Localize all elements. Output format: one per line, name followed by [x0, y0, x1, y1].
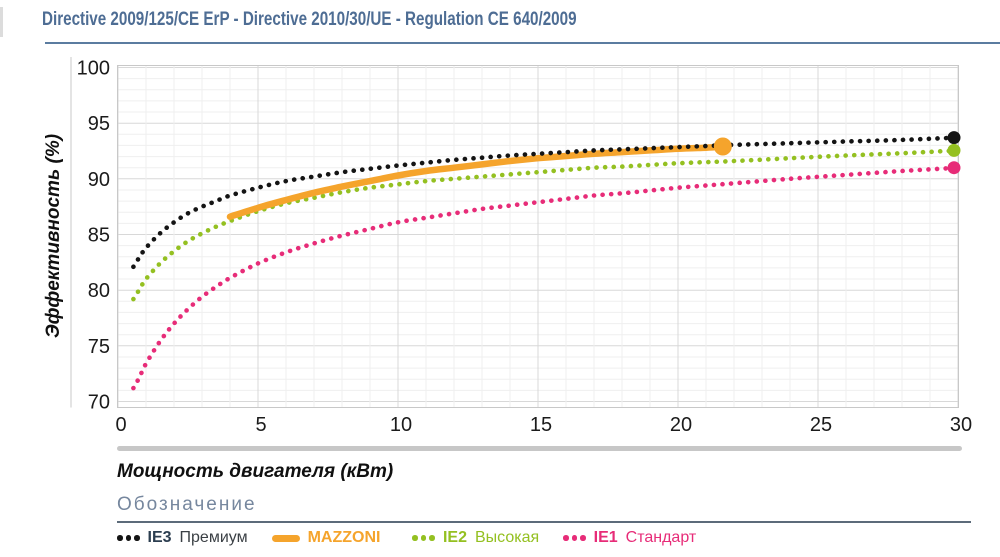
x-tick-label: 0 — [115, 414, 126, 436]
legend-item-ie1-standard[interactable]: IE1 Стандарт — [563, 529, 696, 547]
title-divider — [45, 42, 1000, 44]
legend-heading: Обозначение — [117, 494, 257, 515]
x-tick-label: 30 — [950, 414, 972, 436]
y-tick-label: 80 — [88, 280, 110, 302]
dots-marker-icon — [563, 535, 586, 541]
series-ie1-standard-end-dot[interactable] — [947, 161, 961, 175]
legend-item-ie2-high[interactable]: IE2 Высокая — [412, 529, 539, 547]
plot-border — [117, 65, 959, 408]
series-ie2-high[interactable] — [131, 148, 961, 302]
left-edge-bar — [0, 7, 3, 37]
dots-marker-icon — [117, 535, 140, 541]
series-ie2-high-end-dot[interactable] — [947, 143, 961, 157]
legend-code: IE2 — [442, 529, 467, 546]
series-ie1-standard[interactable] — [131, 165, 961, 391]
chart-scrollbar[interactable] — [117, 446, 962, 451]
legend-code: IE3 — [147, 529, 172, 546]
y-axis-title: Эффективность (%) — [43, 134, 64, 338]
legend: IE3 Премиум MAZZONI IE2 Высокая IE1 Стан… — [117, 529, 696, 547]
series-ie3-premium[interactable] — [131, 135, 961, 270]
y-tick-label: 75 — [88, 336, 110, 358]
line-marker-icon — [271, 534, 300, 542]
legend-label: Высокая — [474, 529, 540, 546]
legend-code: MAZZONI — [307, 529, 381, 546]
legend-item-ie3-premium[interactable]: IE3 Премиум — [117, 529, 248, 547]
legend-label: Премиум — [179, 529, 248, 546]
y-tick-label: 90 — [88, 169, 110, 191]
series-ie3-premium-end-dot[interactable] — [947, 131, 961, 145]
series-mazzoni-end-dot[interactable] — [713, 137, 732, 156]
x-tick-label: 20 — [670, 414, 692, 436]
y-tick-label: 70 — [88, 392, 110, 414]
dots-marker-icon — [412, 535, 435, 541]
legend-item-mazzoni[interactable]: MAZZONI — [271, 529, 389, 547]
chart-dynamic-layer: 70 75 80 85 90 95 100 0 5 10 15 20 25 30 — [70, 57, 972, 436]
x-tick-label: 25 — [810, 414, 832, 436]
y-tick-label: 85 — [88, 225, 110, 247]
chart-title: Directive 2009/125/CE ErP - Directive 20… — [42, 9, 577, 30]
y-tick-label: 100 — [77, 58, 110, 80]
y-tick-label: 95 — [88, 113, 110, 135]
x-tick-label: 5 — [255, 414, 266, 436]
series-mazzoni[interactable] — [226, 143, 727, 220]
x-tick-label: 15 — [530, 414, 552, 436]
legend-label: Стандарт — [625, 529, 697, 546]
legend-divider — [117, 521, 971, 523]
legend-code: IE1 — [593, 529, 618, 546]
x-axis-title: Мощность двигателя (кВт) — [117, 461, 393, 482]
x-tick-label: 10 — [390, 414, 412, 436]
